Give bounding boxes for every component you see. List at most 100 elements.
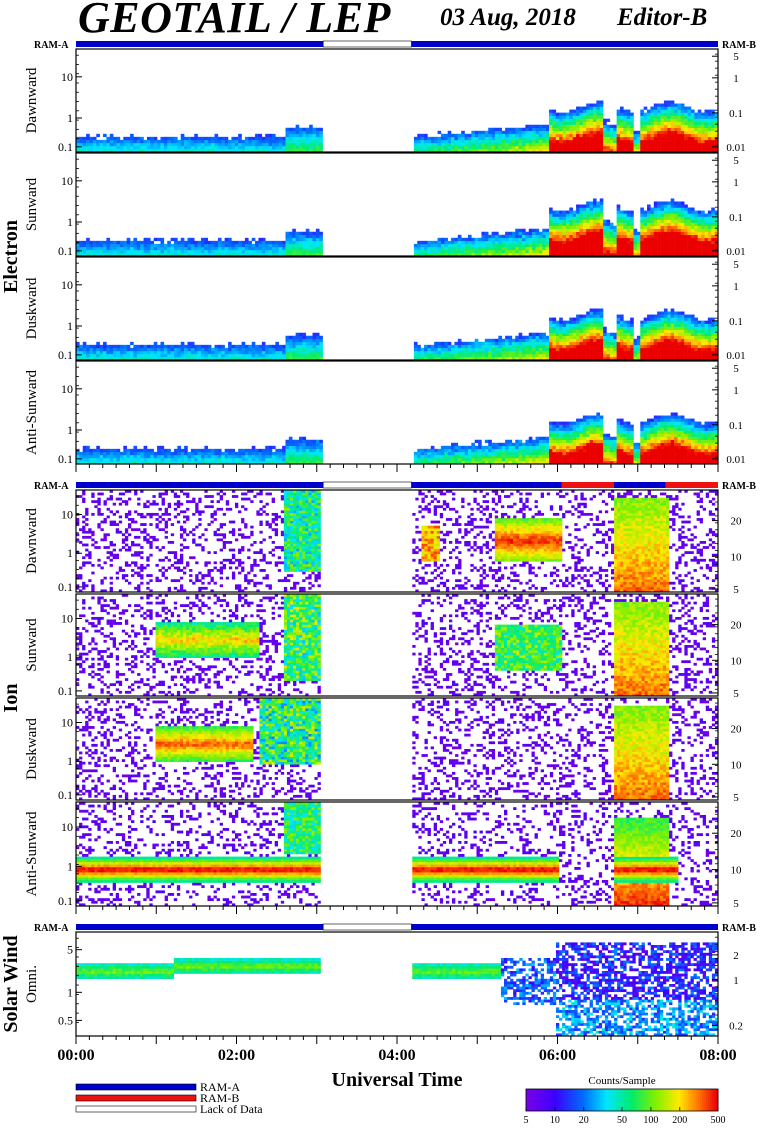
heatmap-cell bbox=[610, 247, 614, 250]
heatmap-cell bbox=[465, 458, 469, 461]
heatmap-cell bbox=[708, 125, 712, 128]
heatmap-cell bbox=[522, 336, 526, 339]
heatmap-cell bbox=[509, 143, 513, 146]
heatmap-cell bbox=[296, 333, 300, 336]
heatmap-cell bbox=[515, 241, 519, 244]
heatmap-cell bbox=[684, 241, 688, 244]
heatmap-cell bbox=[694, 339, 698, 342]
heatmap-cell bbox=[133, 143, 137, 146]
heatmap-cell bbox=[86, 351, 90, 354]
heatmap-cell bbox=[647, 226, 651, 229]
heatmap-cell bbox=[661, 208, 665, 211]
heatmap-cell bbox=[194, 143, 198, 146]
heatmap-cell bbox=[637, 336, 641, 339]
heatmap-cell bbox=[600, 354, 604, 357]
heatmap-cell bbox=[502, 134, 506, 137]
heatmap-cell bbox=[110, 345, 114, 348]
heatmap-cell bbox=[265, 146, 269, 149]
heatmap-cell bbox=[647, 211, 651, 214]
heatmap-cell bbox=[201, 458, 205, 461]
heatmap-cell bbox=[647, 229, 651, 232]
heatmap-cell bbox=[603, 226, 607, 229]
heatmap-cell bbox=[583, 113, 587, 116]
heatmap-cell bbox=[698, 229, 702, 232]
heatmap-cell bbox=[289, 455, 293, 458]
heatmap-cell bbox=[684, 229, 688, 232]
heatmap-cell bbox=[509, 348, 513, 351]
heatmap-cell bbox=[552, 232, 556, 235]
heatmap-cell bbox=[711, 342, 715, 345]
heatmap-cell bbox=[657, 354, 661, 357]
heatmap-cell bbox=[194, 244, 198, 247]
heatmap-cell bbox=[610, 229, 614, 232]
heatmap-cell bbox=[627, 354, 631, 357]
heatmap-cell bbox=[694, 354, 698, 357]
heatmap-cell bbox=[681, 128, 685, 131]
heatmap-cell bbox=[137, 452, 141, 455]
heatmap-cell bbox=[181, 146, 185, 149]
heatmap-cell bbox=[576, 333, 580, 336]
heatmap-cell bbox=[529, 137, 533, 140]
heatmap-cell bbox=[664, 244, 668, 247]
heatmap-cell bbox=[498, 140, 502, 143]
heatmap-cell bbox=[647, 125, 651, 128]
heatmap-cell bbox=[650, 315, 654, 318]
heatmap-cell bbox=[431, 140, 435, 143]
heatmap-cell bbox=[485, 232, 489, 235]
heatmap-cell bbox=[525, 134, 529, 137]
heatmap-cell bbox=[90, 449, 94, 452]
heatmap-cell bbox=[606, 348, 610, 351]
heatmap-cell bbox=[492, 143, 496, 146]
heatmap-cell bbox=[532, 146, 536, 149]
heatmap-cell bbox=[613, 336, 617, 339]
heatmap-cell bbox=[677, 241, 681, 244]
heatmap-cell bbox=[198, 250, 202, 253]
heatmap-cell bbox=[542, 333, 546, 336]
heatmap-cell bbox=[157, 354, 161, 357]
heatmap-cell bbox=[444, 342, 448, 345]
heatmap-cell bbox=[593, 330, 597, 333]
heatmap-cell bbox=[160, 351, 164, 354]
heatmap-cell bbox=[468, 348, 472, 351]
heatmap-cell bbox=[495, 238, 499, 241]
heatmap-cell bbox=[539, 125, 543, 128]
right-tick-label: 1 bbox=[733, 73, 739, 85]
heatmap-cell bbox=[79, 455, 83, 458]
heatmap-cell bbox=[667, 321, 671, 324]
heatmap-cell bbox=[468, 455, 472, 458]
heatmap-cell bbox=[302, 333, 306, 336]
heatmap-cell bbox=[269, 146, 273, 149]
heatmap-cell bbox=[640, 327, 644, 330]
heatmap-cell bbox=[319, 244, 323, 247]
heatmap-cell bbox=[204, 351, 208, 354]
heatmap-cell bbox=[593, 137, 597, 140]
heatmap-cell bbox=[90, 354, 94, 357]
heatmap-cell bbox=[242, 455, 246, 458]
heatmap-cell bbox=[650, 211, 654, 214]
heatmap-cell bbox=[515, 345, 519, 348]
heatmap-cell bbox=[532, 339, 536, 342]
heatmap-cell bbox=[505, 336, 509, 339]
heatmap-cell bbox=[252, 455, 256, 458]
heatmap-cell bbox=[563, 211, 567, 214]
heatmap-cell bbox=[586, 125, 590, 128]
heatmap-cell bbox=[181, 452, 185, 455]
heatmap-cell bbox=[529, 354, 533, 357]
heatmap-cell bbox=[664, 345, 668, 348]
heatmap-cell bbox=[181, 134, 185, 137]
heatmap-cell bbox=[532, 241, 536, 244]
heatmap-cell bbox=[620, 107, 624, 110]
heatmap-cell bbox=[319, 452, 323, 455]
heatmap-cell bbox=[586, 345, 590, 348]
heatmap-cell bbox=[569, 336, 573, 339]
heatmap-cell bbox=[127, 345, 131, 348]
heatmap-cell bbox=[654, 330, 658, 333]
heatmap-cell bbox=[157, 247, 161, 250]
heatmap-cell bbox=[552, 336, 556, 339]
heatmap-cell bbox=[532, 336, 536, 339]
heatmap-cell bbox=[671, 208, 675, 211]
heatmap-cell bbox=[177, 247, 181, 250]
heatmap-cell bbox=[285, 250, 289, 253]
heatmap-cell bbox=[634, 247, 638, 250]
heatmap-cell bbox=[282, 250, 286, 253]
